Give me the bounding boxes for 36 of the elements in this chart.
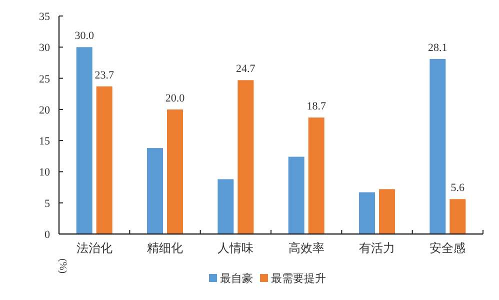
data-label: 23.7 xyxy=(94,69,114,82)
data-label: 5.6 xyxy=(450,182,466,194)
y-tick-label: 5 xyxy=(44,198,50,210)
y-axis-title: (%) xyxy=(57,258,68,274)
data-label: 30.0 xyxy=(74,30,94,42)
x-tick-label: 法治化 xyxy=(76,241,112,255)
bar xyxy=(147,148,163,234)
bar xyxy=(450,199,466,234)
legend-label: 最自豪 xyxy=(220,272,253,285)
bar xyxy=(218,179,234,234)
x-tick-label: 安全感 xyxy=(430,241,466,255)
data-label: 28.1 xyxy=(428,42,448,54)
bar xyxy=(308,118,324,234)
y-tick-label: 25 xyxy=(39,73,50,86)
x-tick-label: 有活力 xyxy=(359,241,395,255)
y-tick-label: 15 xyxy=(39,136,50,148)
x-tick-label: 精细化 xyxy=(147,241,183,255)
data-label: 20.0 xyxy=(165,92,186,104)
x-tick-label: 高效率 xyxy=(288,241,324,255)
x-tick-label: 人情味 xyxy=(218,241,254,255)
y-tick-label: 35 xyxy=(39,11,50,23)
bar xyxy=(359,192,375,234)
bar xyxy=(430,58,446,234)
bar xyxy=(238,80,254,234)
data-label: 24.7 xyxy=(236,63,256,76)
legend-label: 最需要提升 xyxy=(271,272,326,285)
y-tick-label: 20 xyxy=(39,104,50,116)
bar xyxy=(288,156,304,234)
bar xyxy=(379,189,395,234)
y-tick-label: 30 xyxy=(39,42,50,54)
bar xyxy=(76,47,92,234)
bar xyxy=(96,86,112,234)
data-label: 18.7 xyxy=(306,100,326,113)
y-tick-label: 10 xyxy=(39,166,50,179)
bar xyxy=(167,109,183,234)
y-tick-label: 0 xyxy=(44,229,50,241)
